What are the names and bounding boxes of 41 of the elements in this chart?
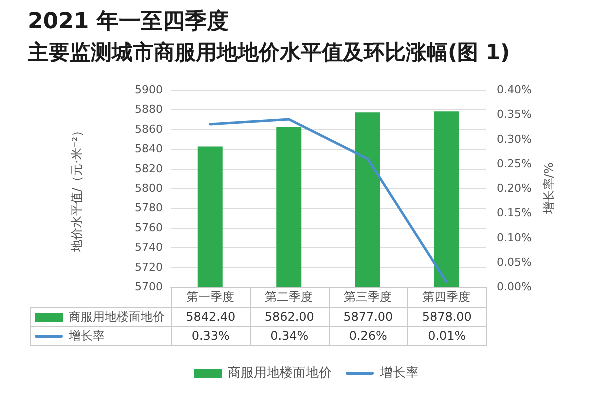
y2-tick-label: 0.35% xyxy=(497,108,532,122)
y-tick-label: 5900 xyxy=(135,84,163,96)
y-tick-label: 5760 xyxy=(135,221,163,234)
y-tick-label: 5700 xyxy=(135,280,163,294)
y2-tick-label: 0.25% xyxy=(497,157,532,170)
x-tick-label: 第四季度 xyxy=(422,290,471,304)
data-label: 0.34% xyxy=(250,326,330,346)
y2-tick-label: 0.30% xyxy=(497,132,532,146)
y-tick-label: 5840 xyxy=(135,142,163,156)
y2-tick-label: 0.10% xyxy=(497,231,532,244)
data-label: 5842.40 xyxy=(171,307,251,327)
y2-axis-title: 增长率/% xyxy=(542,162,556,216)
x-tick-label: 第三季度 xyxy=(344,290,392,304)
data-label: 0.01% xyxy=(407,326,487,346)
y-tick-label: 5880 xyxy=(135,103,163,116)
chart-subtitle: 主要监测城市商服用地地价水平值及环比涨幅(图 1) xyxy=(27,40,510,64)
y2-tick-label: 0.15% xyxy=(497,206,532,220)
y-axis-title: 地价水平值/（元·米⁻²） xyxy=(70,124,84,254)
text: 商服用地楼面地价 xyxy=(228,366,332,381)
y2-tick-label: 0.05% xyxy=(497,256,532,269)
y-tick-label: 5820 xyxy=(135,162,163,176)
y-tick-label: 5800 xyxy=(135,182,163,195)
y2-tick-label: 0.20% xyxy=(497,182,532,195)
data-label: 5877.00 xyxy=(328,307,408,327)
y-tick-label: 5720 xyxy=(135,260,163,274)
data-label: 5862.00 xyxy=(250,307,330,327)
y-tick-label: 5780 xyxy=(135,202,163,215)
data-label: 0.33% xyxy=(171,326,251,346)
y2-tick-label: 0.40% xyxy=(497,84,532,96)
line-series xyxy=(209,118,448,284)
chart-title: 2021 年一至四季度 xyxy=(28,8,229,34)
data-label: 0.26% xyxy=(328,326,408,346)
text: 增长率 xyxy=(69,328,105,342)
legend-label: 商服用地楼面地价 xyxy=(69,308,165,326)
x-tick-label: 第二季度 xyxy=(265,290,314,304)
y-tick-label: 5860 xyxy=(135,122,163,136)
data-label: 5878.00 xyxy=(407,307,487,327)
legend-label: 增长率 xyxy=(380,365,419,382)
y2-tick-label: 0.00% xyxy=(497,280,532,294)
y-tick-label: 5740 xyxy=(135,241,163,254)
x-tick-label: 第一季度 xyxy=(186,290,234,304)
